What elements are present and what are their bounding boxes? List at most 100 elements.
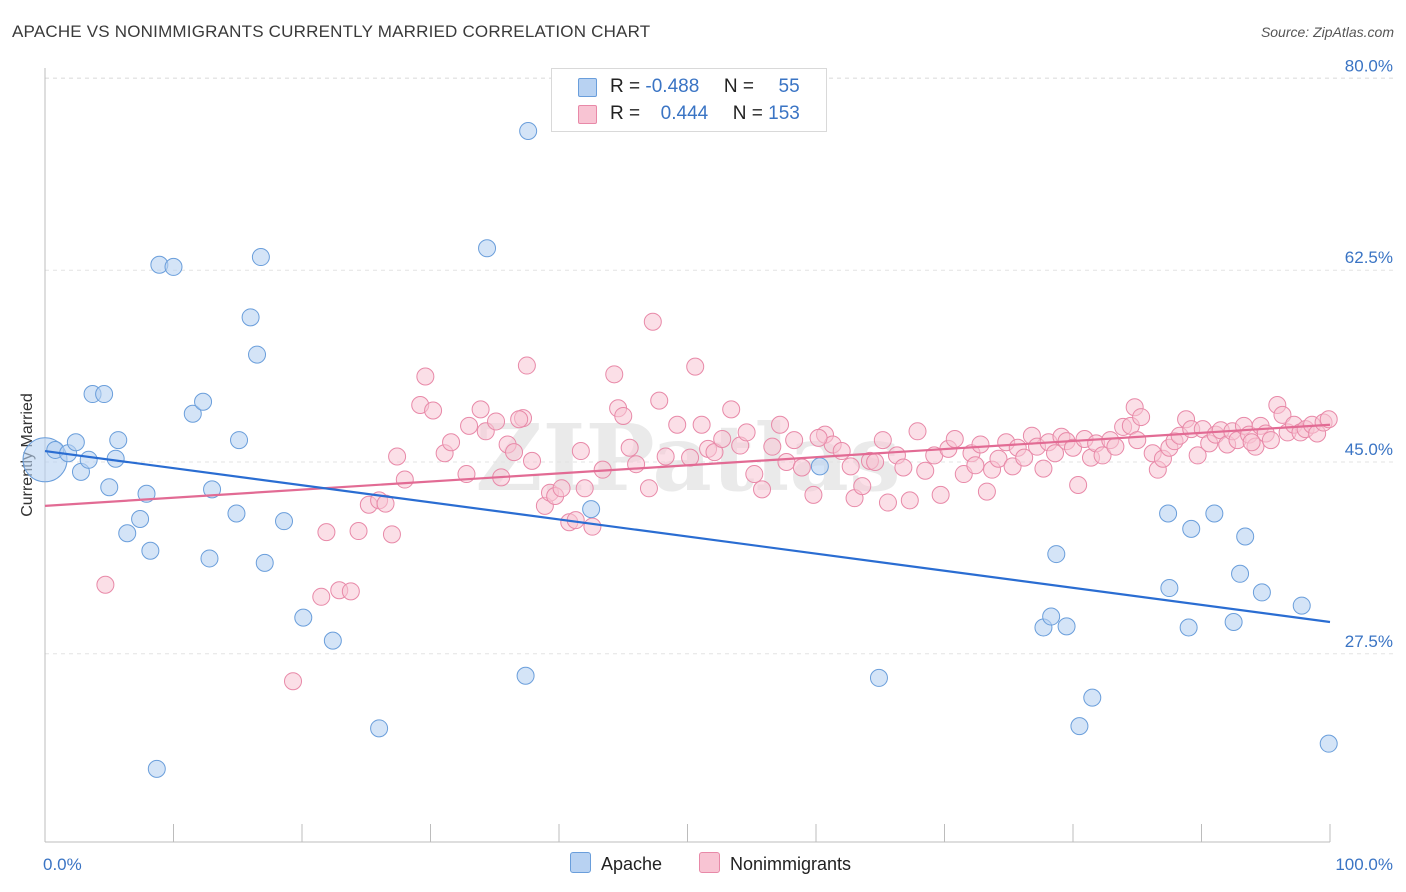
nonimmigrants-point	[713, 429, 732, 448]
nonimmigrants-point	[668, 415, 687, 434]
nonimmigrants-point	[650, 391, 669, 410]
apache-r-value: -0.488	[645, 76, 700, 97]
apache-point	[230, 431, 249, 450]
apache-point	[1292, 596, 1311, 615]
x-tick-label: 100.0%	[1335, 855, 1393, 874]
apache-point	[118, 524, 137, 543]
nonimmigrants-point	[317, 523, 336, 542]
nonimmigrants-point	[763, 437, 782, 456]
apache-point	[810, 457, 829, 476]
nonimmigrants-point	[692, 415, 711, 434]
nonimmigrants-point	[1069, 476, 1088, 495]
r-label: R =	[610, 103, 641, 124]
nonimmigrants-point	[312, 587, 331, 606]
nonimmigrants-point	[681, 448, 700, 467]
nonimmigrants-point	[424, 401, 443, 420]
apache-legend-label: Apache	[601, 854, 663, 874]
nonimmigrants-point	[1046, 444, 1065, 463]
apache-point	[478, 239, 497, 258]
nonimmigrants-point	[873, 431, 892, 450]
apache-point	[323, 631, 342, 650]
nonimmigrants-point	[395, 470, 414, 489]
apache-point	[516, 666, 535, 685]
apache-point	[100, 478, 119, 497]
nonimmigrants-point	[656, 447, 675, 466]
apache-point	[1160, 579, 1179, 598]
apache-swatch	[578, 78, 597, 97]
nonimmigrants-point	[552, 479, 571, 498]
nonimmigrants-point	[571, 442, 590, 461]
nonimmigrants-point	[460, 416, 479, 435]
nonimmigrants-point	[722, 400, 741, 419]
x-tick-label: 0.0%	[43, 855, 82, 874]
apache-point	[1205, 504, 1224, 523]
apache-point	[241, 308, 260, 327]
apache-trend-line	[44, 449, 1331, 624]
y-tick-label: 45.0%	[1345, 440, 1393, 459]
apache-point	[66, 433, 85, 452]
nonimmigrants-point	[1242, 433, 1261, 452]
nonimmigrants-point	[878, 493, 897, 512]
apache-point	[164, 257, 183, 276]
nonimmigrants-point	[737, 423, 756, 442]
nonimmigrants-point	[804, 485, 823, 504]
apache-n-value: 55	[778, 76, 800, 97]
apache-point	[194, 392, 213, 411]
source-label: Source: ZipAtlas.com	[1260, 24, 1394, 40]
nonimmigrants-point	[1188, 446, 1207, 465]
nonimmigrants-point	[349, 522, 368, 541]
apache-point	[1179, 618, 1198, 637]
n-label: N =	[732, 103, 763, 124]
apache-point	[141, 541, 160, 560]
chart-title: APACHE VS NONIMMIGRANTS CURRENTLY MARRIE…	[12, 22, 651, 41]
nonimmigrants-point	[643, 312, 662, 331]
n-label: N =	[723, 76, 754, 97]
apache-point	[95, 385, 114, 404]
nonimmigrants-point	[1015, 448, 1034, 467]
apache-point	[137, 484, 156, 503]
apache-point	[1042, 607, 1061, 626]
stats-legend: R = -0.488 N = 55 R = 0.444 N = 153	[551, 68, 827, 132]
apache-point	[1231, 564, 1250, 583]
nonimmigrants-point	[382, 525, 401, 544]
nonimmigrants-point	[792, 458, 811, 477]
nonimmigrants-point	[908, 422, 927, 441]
nonimmigrants-point	[575, 479, 594, 498]
apache-point	[200, 549, 219, 568]
nonimmigrants-legend-label: Nonimmigrants	[730, 854, 852, 874]
apache-point	[248, 345, 267, 364]
nonimmigrants-point	[931, 485, 950, 504]
nonimmigrants-point	[284, 672, 303, 691]
apache-point	[79, 450, 98, 469]
apache-point	[275, 512, 294, 531]
apache-point	[869, 668, 888, 687]
apache-point	[131, 509, 150, 528]
apache-point	[582, 500, 601, 519]
nonimmigrants-r-value: 0.444	[660, 103, 709, 124]
apache-point	[1182, 519, 1201, 538]
nonimmigrants-point	[605, 365, 624, 384]
nonimmigrants-point	[853, 477, 872, 496]
apache-point	[1057, 617, 1076, 636]
apache-point	[1252, 583, 1271, 602]
apache-point	[1083, 688, 1102, 707]
nonimmigrants-point	[753, 480, 772, 499]
nonimmigrants-trend-line	[44, 423, 1331, 507]
r-label: R =	[610, 76, 641, 97]
apache-point	[1224, 613, 1243, 632]
nonimmigrants-point	[471, 400, 490, 419]
nonimmigrants-point	[866, 453, 885, 471]
nonimmigrants-point	[809, 428, 828, 447]
nonimmigrants-point	[841, 457, 860, 476]
nonimmigrants-legend-swatch	[699, 852, 720, 873]
nonimmigrants-point	[966, 456, 985, 475]
nonimmigrants-point	[639, 479, 658, 498]
y-tick-label: 62.5%	[1345, 248, 1393, 267]
apache-point	[251, 248, 270, 267]
apache-point	[294, 608, 313, 627]
apache-point	[1070, 717, 1089, 736]
nonimmigrants-point	[989, 449, 1008, 468]
nonimmigrants-point	[442, 433, 461, 452]
apache-point	[203, 480, 222, 499]
